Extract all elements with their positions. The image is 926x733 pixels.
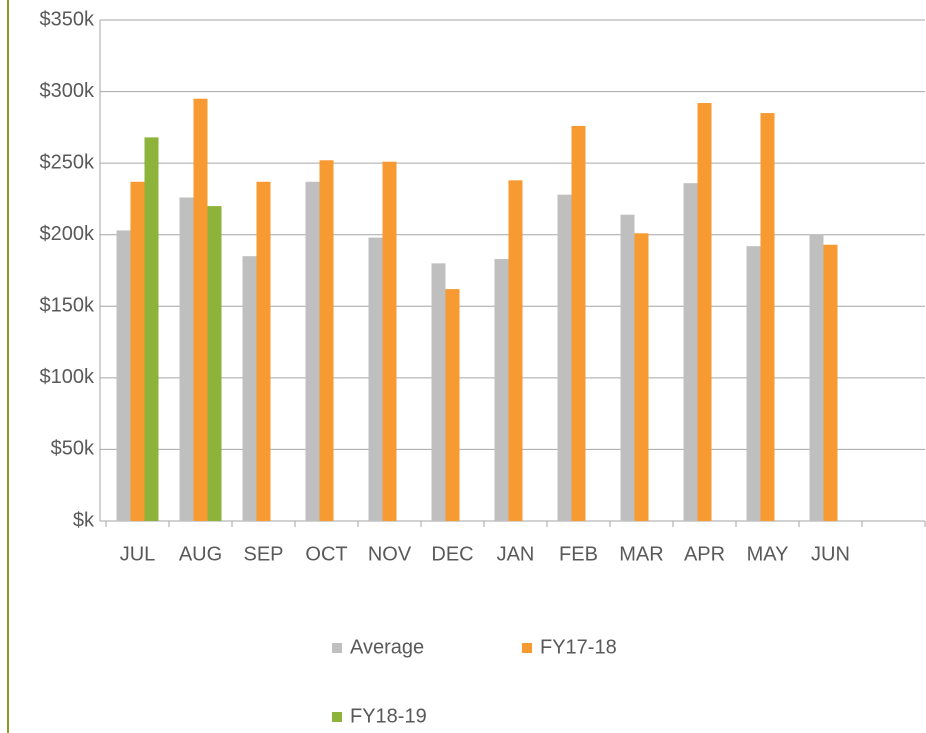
- legend-swatch: [332, 643, 342, 653]
- x-tick-label: MAR: [619, 543, 663, 565]
- bar: [305, 181, 320, 521]
- bar: [431, 263, 446, 521]
- bar: [683, 183, 698, 521]
- x-tick-label: JAN: [497, 543, 535, 565]
- legend-swatch: [332, 712, 342, 722]
- y-tick-label: $200k: [40, 223, 95, 245]
- bar: [445, 289, 460, 521]
- bar: [697, 103, 712, 521]
- bar: [319, 160, 334, 521]
- y-tick-label: $k: [73, 509, 95, 531]
- bar: [823, 244, 838, 521]
- bar: [760, 113, 775, 522]
- y-tick-label: $300k: [40, 80, 95, 102]
- legend-label: FY17-18: [540, 636, 617, 658]
- y-tick-label: $150k: [40, 295, 95, 317]
- x-tick-label: DEC: [431, 543, 473, 565]
- legend-label: Average: [350, 636, 424, 658]
- bar: [179, 197, 194, 522]
- y-tick-label: $250k: [40, 151, 95, 173]
- bar: [193, 98, 208, 521]
- bar: [116, 230, 131, 522]
- x-tick-label: JUL: [120, 543, 156, 565]
- legend-label: FY18-19: [350, 705, 427, 727]
- legend-swatch: [522, 643, 532, 653]
- bar: [382, 161, 397, 521]
- y-tick-label: $100k: [40, 366, 95, 388]
- bar: [242, 256, 257, 521]
- x-tick-label: OCT: [305, 543, 347, 565]
- bar: [207, 206, 222, 522]
- bar: [571, 125, 586, 521]
- y-tick-label: $350k: [40, 8, 95, 30]
- x-tick-label: APR: [684, 543, 725, 565]
- x-tick-label: AUG: [179, 543, 222, 565]
- bar: [508, 180, 523, 521]
- bar: [557, 194, 572, 522]
- bar: [746, 246, 761, 521]
- bar: [494, 259, 509, 521]
- x-tick-label: SEP: [243, 543, 283, 565]
- bar: [620, 214, 635, 521]
- x-tick-label: JUN: [811, 543, 850, 565]
- bar: [368, 237, 383, 521]
- x-tick-label: FEB: [559, 543, 598, 565]
- bar: [144, 137, 159, 521]
- y-tick-label: $50k: [51, 438, 95, 460]
- bar: [634, 233, 649, 522]
- bar: [130, 181, 145, 521]
- x-tick-label: NOV: [368, 543, 412, 565]
- bar: [809, 234, 824, 521]
- x-tick-label: MAY: [747, 543, 789, 565]
- bar: [256, 181, 271, 521]
